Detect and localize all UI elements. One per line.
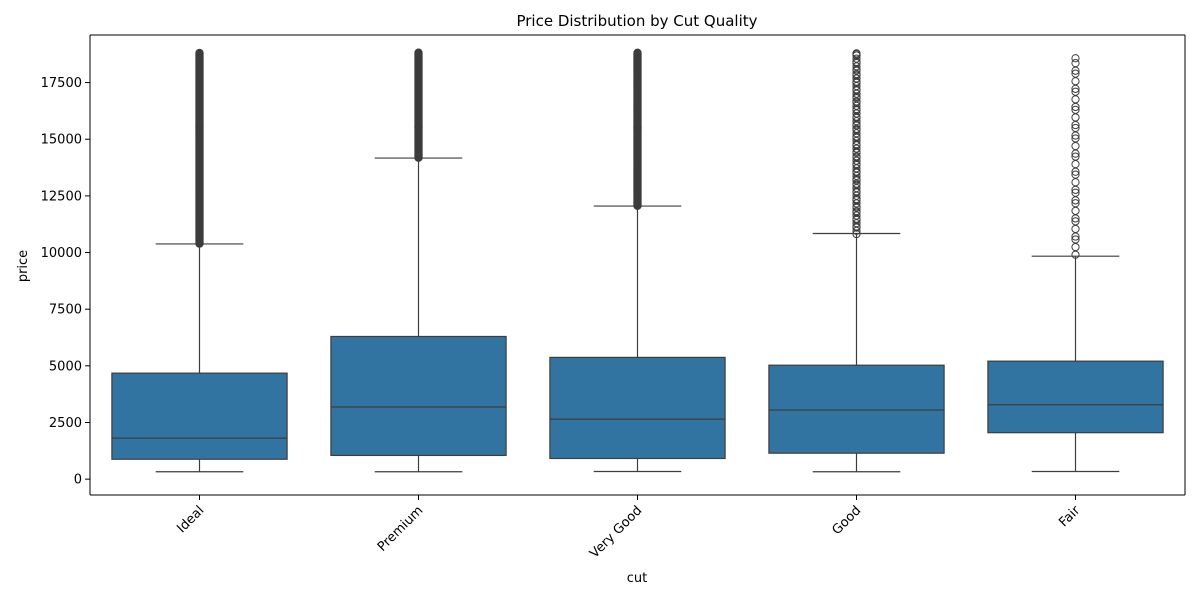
outlier-group	[634, 49, 641, 209]
y-tick-label: 10000	[41, 246, 82, 261]
y-tick-label: 17500	[41, 76, 82, 91]
chart-title: Price Distribution by Cut Quality	[516, 12, 757, 30]
y-tick-label: 5000	[49, 359, 82, 374]
y-tick-label: 15000	[41, 133, 82, 148]
x-tick-label: Good	[830, 503, 865, 538]
outlier-group	[196, 49, 203, 247]
box-iqr	[112, 373, 287, 459]
x-tick-label: Ideal	[174, 503, 207, 536]
outlier-group	[415, 49, 422, 161]
x-tick-label: Fair	[1056, 503, 1083, 530]
x-tick-label: Very Good	[587, 503, 645, 561]
x-axis-label: cut	[627, 571, 647, 586]
y-tick-label: 7500	[49, 303, 82, 318]
box-iqr	[550, 357, 725, 458]
box-iqr	[988, 361, 1163, 433]
x-axis-ticks: Ideal Premium Very Good Good Fair	[174, 495, 1083, 561]
y-tick-label: 2500	[49, 416, 82, 431]
box-iqr	[769, 365, 944, 453]
y-tick-label: 0	[74, 473, 82, 488]
y-tick-label: 12500	[41, 189, 82, 204]
x-tick-label: Premium	[375, 503, 427, 555]
y-axis-ticks: 0 2500 5000 7500 10000 12500 15000 17500	[41, 76, 90, 488]
y-axis-label: price	[16, 250, 31, 282]
box-iqr	[331, 336, 506, 455]
